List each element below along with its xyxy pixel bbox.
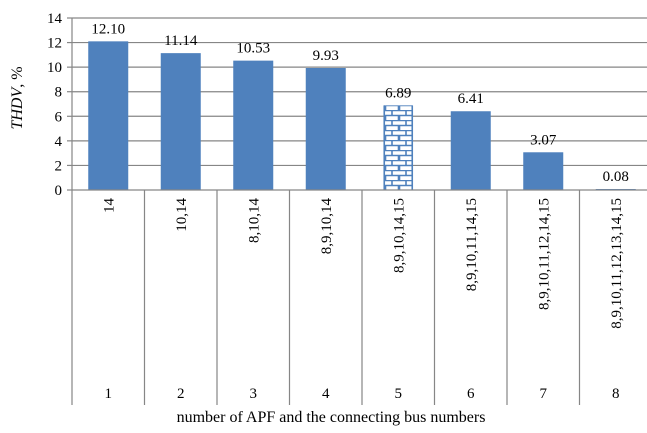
category-bus-label: 8,9,10,11,12,13,14,15 (609, 198, 625, 329)
category-number-label: 7 (540, 386, 548, 402)
data-label: 11.14 (164, 33, 198, 49)
category-number-label: 4 (322, 386, 330, 402)
y-tick-label: 2 (55, 158, 63, 174)
y-tick-label: 4 (55, 134, 63, 150)
bars (88, 41, 636, 191)
y-tick-label: 14 (47, 11, 63, 27)
bar-highlighted (384, 105, 413, 190)
data-label: 12.10 (91, 21, 125, 37)
category-bus-label: 8,9,10,11,12,14,15 (536, 198, 552, 310)
data-label: 6.41 (458, 91, 484, 107)
y-axis-title-unit: , % (9, 66, 26, 87)
bar (88, 41, 129, 190)
y-axis-title: THDV, % (9, 66, 26, 129)
bar (523, 152, 564, 190)
y-tick-label: 0 (55, 183, 63, 199)
y-tick-label: 10 (47, 60, 62, 76)
gridlines (72, 17, 647, 167)
category-number-label: 5 (395, 386, 403, 402)
category-bus-label: 14 (101, 198, 117, 214)
data-label: 6.89 (385, 85, 411, 101)
y-tick-label: 8 (55, 85, 63, 101)
category-bus-label: 8,9,10,11,14,15 (464, 198, 480, 291)
data-label: 10.53 (236, 41, 270, 57)
y-tick-labels: 0 2 4 6 8 10 12 14 (47, 11, 63, 199)
category-number-label: 2 (177, 386, 185, 402)
x-category-table: 14 1 10,14 2 8,10,14 3 8,9,10,14 4 8,9,10,14,15 5… (71, 190, 625, 405)
category-bus-label: 8,9,10,14,15 (391, 198, 407, 273)
category-bus-label: 10,14 (174, 198, 190, 232)
y-tick-label: 12 (47, 36, 62, 52)
category-number-label: 8 (612, 386, 620, 402)
bar (305, 68, 346, 190)
category-number-label: 3 (250, 386, 258, 402)
bar (450, 111, 491, 190)
data-label: 9.93 (313, 48, 339, 64)
data-label: 3.07 (530, 132, 557, 148)
bar (160, 53, 201, 190)
category-number-label: 6 (467, 386, 475, 402)
category-bus-label: 8,10,14 (246, 198, 262, 244)
data-label: 0.08 (603, 169, 629, 185)
category-bus-label: 8,9,10,14 (319, 198, 335, 255)
data-labels: 12.10 11.14 10.53 9.93 6.89 6.41 3.07 0.08 (91, 21, 629, 185)
y-tick-label: 6 (55, 109, 63, 125)
bar (233, 60, 274, 191)
category-number-label: 1 (105, 386, 113, 402)
y-axis-title-main: THDV (9, 86, 26, 130)
x-axis-title: number of APF and the connecting bus num… (177, 409, 486, 426)
